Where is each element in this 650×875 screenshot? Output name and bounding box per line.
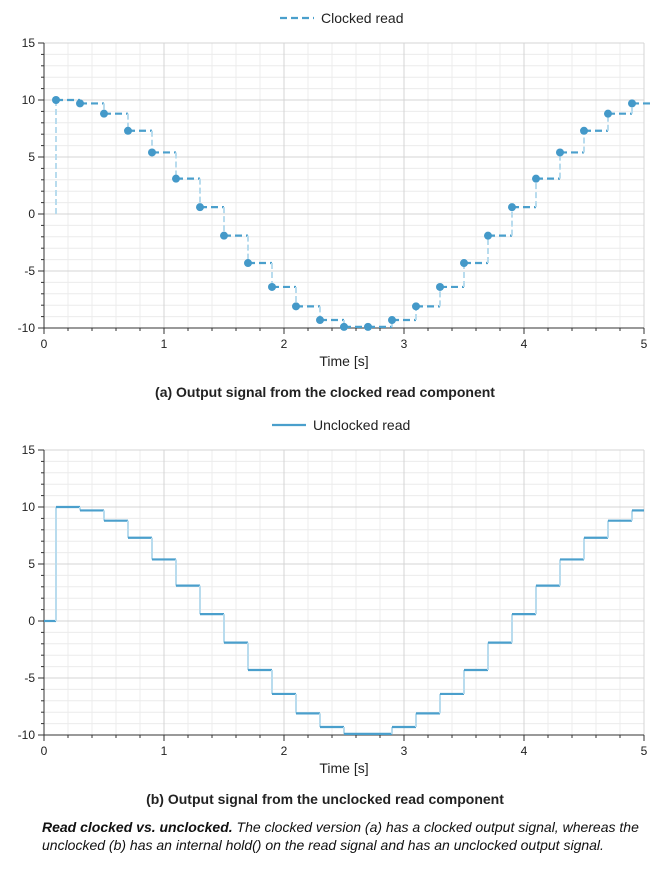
chart-1-caption: (b) Output signal from the unclocked rea… bbox=[146, 791, 504, 807]
chart-1-legend-label: Unclocked read bbox=[313, 417, 410, 433]
chart-1-x-tick-label: 4 bbox=[521, 744, 528, 758]
chart-0-x-tick-label: 2 bbox=[281, 337, 288, 351]
chart-0-data-point bbox=[364, 322, 372, 331]
chart-0-data-point bbox=[316, 316, 324, 325]
chart-0-data-point bbox=[604, 109, 612, 118]
chart-0-data-point bbox=[388, 316, 396, 325]
chart-0-data-point bbox=[244, 259, 252, 268]
chart-0-x-tick-label: 4 bbox=[521, 337, 528, 351]
chart-0-x-axis-title: Time [s] bbox=[319, 353, 368, 369]
chart-1-x-tick-label: 3 bbox=[401, 744, 408, 758]
chart-1-x-tick-label: 0 bbox=[41, 744, 48, 758]
chart-0-data-point bbox=[52, 96, 60, 104]
chart-1-y-tick-label: -10 bbox=[18, 728, 36, 742]
note-title: Read clocked vs. unclocked. bbox=[42, 819, 233, 835]
chart-0-y-tick-label: 10 bbox=[22, 93, 36, 107]
chart-0-data-point bbox=[484, 231, 492, 240]
chart-0-data-point bbox=[412, 302, 420, 311]
chart-0-data-point bbox=[532, 174, 540, 183]
chart-0-legend-label: Clocked read bbox=[321, 10, 404, 26]
chart-1-y-tick-label: 5 bbox=[28, 557, 35, 571]
chart-0-y-tick-label: -5 bbox=[24, 264, 35, 278]
chart-0-data-point bbox=[76, 99, 84, 108]
chart-1-x-tick-label: 1 bbox=[161, 744, 168, 758]
chart-0-x-tick-label: 3 bbox=[401, 337, 408, 351]
chart-0-data-point bbox=[220, 231, 228, 240]
chart-0-caption: (a) Output signal from the clocked read … bbox=[155, 384, 495, 400]
clocked-read-chart: 0 1 2 3 4 5 -10 -5 0 5 10 15 Time [s] Clocked read (a)… bbox=[18, 10, 650, 400]
chart-0-data-point bbox=[172, 174, 180, 183]
note-body: The clocked version (a) has a clocked ou… bbox=[42, 819, 639, 853]
chart-0-y-tick-label: 5 bbox=[28, 150, 35, 164]
chart-0-data-point bbox=[508, 203, 516, 212]
chart-0-data-point bbox=[340, 322, 348, 331]
chart-0-x-tick-label: 0 bbox=[41, 337, 48, 351]
chart-0-data-point bbox=[100, 109, 108, 118]
figure-note: Read clocked vs. unclocked. The clocked … bbox=[42, 818, 642, 854]
chart-0-data-point bbox=[580, 126, 588, 135]
chart-0-data-point bbox=[268, 282, 276, 291]
chart-1-y-tick-label: 10 bbox=[22, 500, 36, 514]
chart-0-data-point bbox=[196, 203, 204, 212]
chart-0-data-point bbox=[124, 126, 132, 135]
chart-0-data-point bbox=[148, 148, 156, 157]
chart-0-data-point bbox=[628, 99, 636, 108]
chart-0-y-tick-label: 15 bbox=[22, 36, 36, 50]
chart-0-data-point bbox=[556, 148, 564, 157]
chart-1-y-tick-label: 15 bbox=[22, 443, 36, 457]
chart-0-data-point bbox=[460, 259, 468, 268]
chart-0-data-point bbox=[292, 302, 300, 311]
chart-0-x-tick-label: 1 bbox=[161, 337, 168, 351]
chart-0-x-tick-label: 5 bbox=[641, 337, 648, 351]
chart-1-y-tick-label: 0 bbox=[28, 614, 35, 628]
chart-1-x-axis-title: Time [s] bbox=[319, 760, 368, 776]
chart-1-x-tick-label: 5 bbox=[641, 744, 648, 758]
chart-0-y-tick-label: -10 bbox=[18, 321, 36, 335]
chart-0-data-point bbox=[436, 282, 444, 291]
chart-1-y-tick-label: -5 bbox=[24, 671, 35, 685]
chart-0-y-tick-label: 0 bbox=[28, 207, 35, 221]
chart-1-x-tick-label: 2 bbox=[281, 744, 288, 758]
unclocked-read-chart: 0 1 2 3 4 5 -10 -5 0 5 10 15 Time [s] Unclocked read (… bbox=[18, 417, 648, 807]
